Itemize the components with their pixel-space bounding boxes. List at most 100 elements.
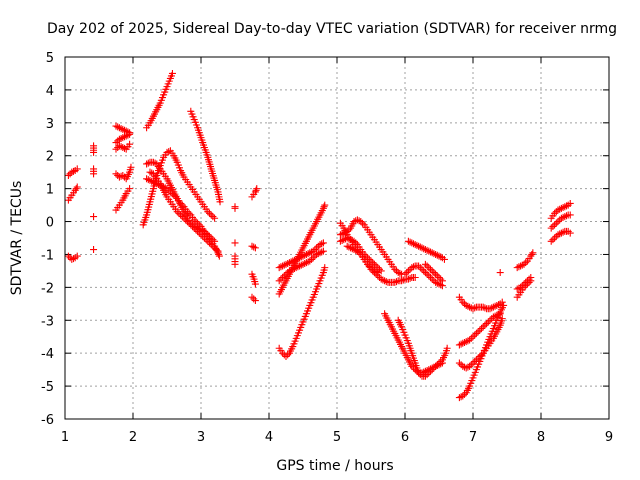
data-point [461,338,468,346]
data-point [430,269,438,277]
data-point [484,318,492,326]
data-point [455,341,463,349]
data-point [68,255,76,263]
data-point [350,237,358,245]
data-point [199,232,207,240]
data-point [377,267,385,275]
x-tick-label: 8 [537,430,545,445]
data-point [121,144,128,152]
data-point [370,267,378,275]
data-point [336,237,344,245]
data-point [200,227,208,235]
data-point [435,273,443,281]
data-point [200,234,208,242]
data-point [469,359,477,367]
data-point [345,226,353,234]
data-point [182,216,190,224]
data-point [401,270,409,278]
data-point [421,246,429,254]
data-point [209,236,217,244]
data-point [248,242,256,250]
data-point [216,198,224,206]
data-point [430,250,438,258]
data-point [520,280,528,288]
data-point [486,305,494,313]
data-point [435,252,443,260]
y-tick-label: -3 [41,314,54,329]
data-point [72,185,80,193]
data-point [279,273,287,281]
data-point [554,218,562,226]
data-point [416,243,424,251]
data-point [411,273,419,281]
data-point [428,366,436,374]
data-point [517,262,525,270]
data-point [119,134,127,142]
data-point [192,226,200,234]
data-point [316,249,324,257]
data-point [214,247,222,255]
data-point [374,269,382,277]
chart-title: Day 202 of 2025, Sidereal Day-to-day VTE… [47,21,617,37]
data-point [302,250,310,258]
data-point [489,303,497,311]
data-point [297,253,305,261]
data-point [364,254,372,262]
data-point [340,236,348,244]
data-point [287,266,295,274]
data-point [355,249,363,257]
data-point [554,206,562,214]
data-point [144,176,152,184]
data-point [406,238,414,246]
data-point [180,214,188,222]
data-point [462,338,470,346]
data-point [345,235,353,243]
data-point [522,278,530,286]
data-point [466,362,474,370]
data-point [566,211,574,219]
data-point [90,148,98,156]
data-point [231,260,239,268]
data-point [367,257,375,265]
data-point [190,224,198,232]
x-axis-tick-labels: 1 2 3 4 5 6 7 8 9 [61,430,613,445]
data-point [146,176,154,184]
data-point [90,213,98,221]
data-point [165,148,173,156]
data-point [68,168,76,176]
data-point [437,275,445,283]
data-point [64,252,72,260]
data-point [459,362,467,370]
data-point [404,267,412,275]
data-point [427,265,434,273]
data-point [122,132,130,140]
data-point [309,254,317,262]
data-point [554,231,562,239]
x-tick-label: 2 [129,430,137,445]
data-point [209,242,217,250]
data-point [408,264,416,272]
data-point [415,262,423,270]
data-point [289,257,297,265]
data-point [556,230,564,238]
data-point [70,167,77,175]
data-point [148,177,156,185]
data-point [277,275,285,283]
data-point [469,333,477,341]
data-point [119,171,127,179]
data-point [552,219,560,227]
data-point [124,131,132,139]
data-point [282,270,290,278]
data-point [195,229,203,237]
data-point [561,203,569,211]
y-tick-label: 4 [46,84,54,99]
data-point [423,262,431,270]
data-point [474,328,482,336]
data-point [321,264,329,272]
data-point [549,222,557,230]
data-point [348,245,356,253]
data-point [163,148,171,156]
y-tick-label: 2 [46,150,54,165]
data-point [398,277,406,285]
data-point [427,273,434,281]
